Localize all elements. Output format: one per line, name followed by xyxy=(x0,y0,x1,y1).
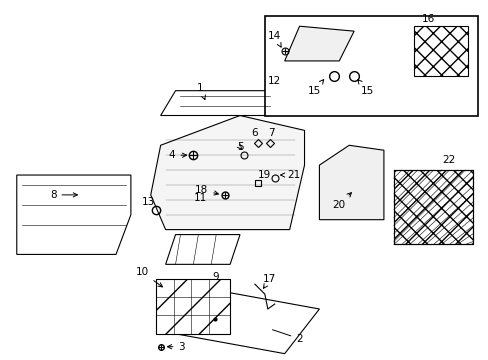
Text: 9: 9 xyxy=(211,272,218,282)
Polygon shape xyxy=(161,91,279,116)
Text: 16: 16 xyxy=(421,14,434,24)
Text: 3: 3 xyxy=(167,342,185,352)
Text: 22: 22 xyxy=(441,155,454,165)
Text: 17: 17 xyxy=(263,274,276,288)
Text: 12: 12 xyxy=(267,76,281,86)
Text: 4: 4 xyxy=(168,150,186,160)
Text: 7: 7 xyxy=(268,129,275,138)
Bar xyxy=(264,16,477,116)
Text: 5: 5 xyxy=(236,142,243,152)
Text: 13: 13 xyxy=(142,197,155,207)
Text: 6: 6 xyxy=(251,129,258,138)
Text: 1: 1 xyxy=(197,83,205,100)
Text: 21: 21 xyxy=(280,170,300,180)
Text: 11: 11 xyxy=(193,193,206,203)
Text: 14: 14 xyxy=(267,31,281,47)
Polygon shape xyxy=(175,289,319,354)
Text: 19: 19 xyxy=(258,170,271,180)
Text: 20: 20 xyxy=(332,193,351,210)
Text: 2: 2 xyxy=(272,330,302,344)
FancyBboxPatch shape xyxy=(393,170,472,244)
Text: 18: 18 xyxy=(195,185,218,195)
Polygon shape xyxy=(165,235,240,264)
Polygon shape xyxy=(284,26,353,61)
Bar xyxy=(413,26,468,76)
Text: 10: 10 xyxy=(135,267,162,287)
Bar xyxy=(155,279,230,334)
Text: 15: 15 xyxy=(357,80,373,96)
Polygon shape xyxy=(17,175,131,255)
Text: 15: 15 xyxy=(307,80,323,96)
Polygon shape xyxy=(319,145,383,220)
Text: 8: 8 xyxy=(50,190,77,200)
Polygon shape xyxy=(150,116,304,230)
